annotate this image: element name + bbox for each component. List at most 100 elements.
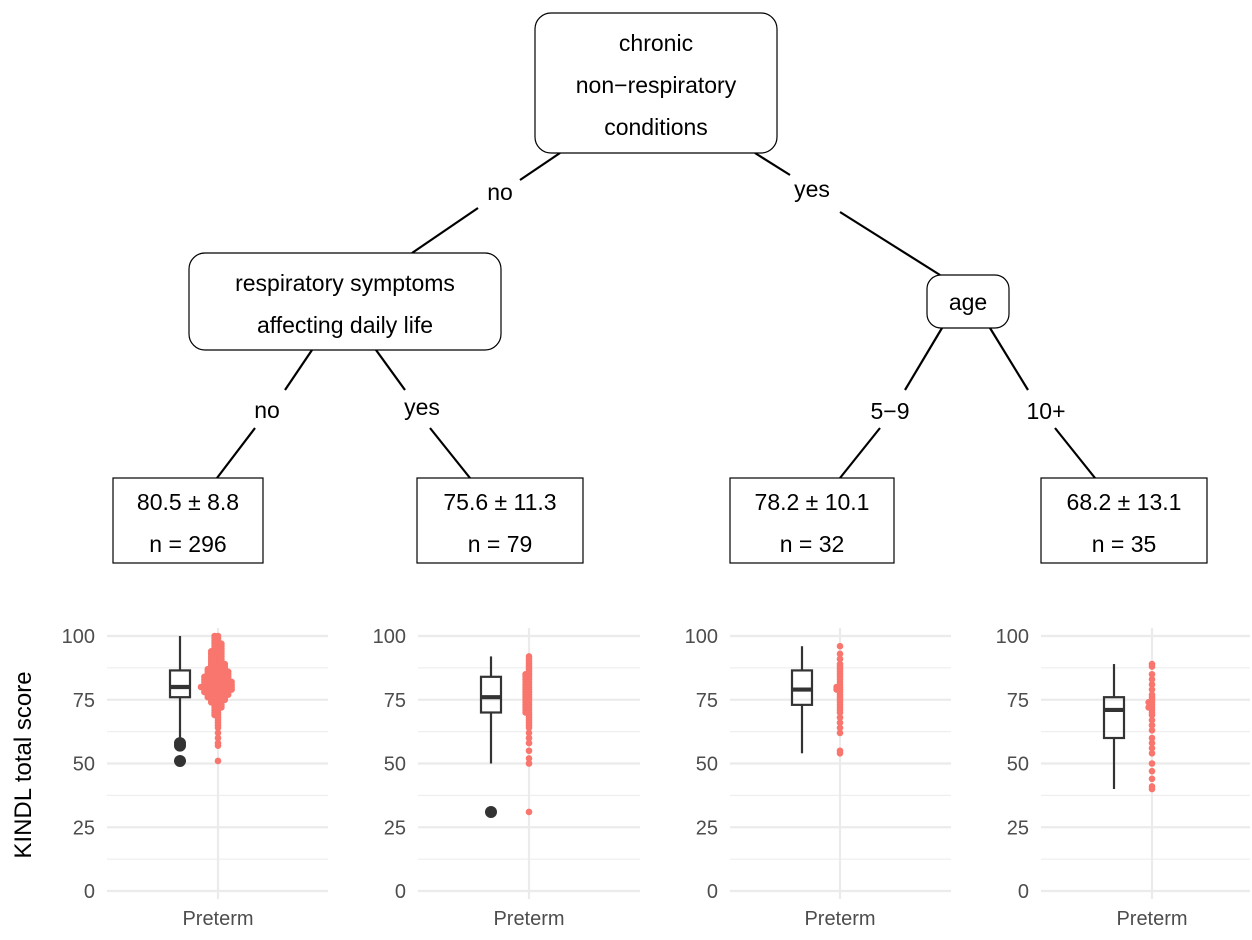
data-point [214, 742, 222, 749]
respiratory-symptoms-node-box [188, 252, 502, 351]
edge-label-age-5-9: 5−9 [870, 398, 909, 424]
data-point [1148, 727, 1156, 734]
data-point [1148, 663, 1156, 670]
box-iqr [168, 669, 192, 699]
y-tick-label: 50 [1007, 754, 1029, 776]
edge-label-left-no: no [254, 397, 280, 423]
data-point [836, 709, 844, 716]
panel-4: 0 25 50 75 100 Preterm [996, 626, 1250, 930]
y-tick-label: 0 [84, 881, 95, 903]
data-point [525, 734, 533, 742]
data-point [525, 747, 533, 755]
age-node-box [926, 274, 1010, 329]
data-point [1148, 785, 1156, 793]
tree-edges [216, 152, 1096, 479]
data-point [1148, 716, 1156, 724]
y-tick-label: 25 [1007, 817, 1029, 839]
edge-label-left-yes: yes [404, 394, 440, 420]
y-tick-label: 25 [73, 817, 95, 839]
data-point [214, 734, 222, 742]
edge-left-left-lower [216, 427, 256, 479]
data-point [1148, 686, 1156, 693]
leaf-node-4: 68.2 ± 13.1 n = 35 [1040, 477, 1208, 564]
panel-3: 0 25 50 75 100 Preterm [685, 626, 951, 930]
edge-root-left-upper [519, 152, 561, 181]
data-point [1148, 676, 1156, 683]
data-point [525, 739, 533, 747]
leaf-node-1-n: n = 296 [149, 531, 226, 557]
y-axis-title: KINDL total score [10, 671, 37, 858]
data-point [1148, 744, 1156, 752]
edge-right-right-lower [1054, 427, 1096, 479]
data-point [525, 729, 533, 737]
data-point [214, 757, 222, 765]
leaf-node-2-n: n = 79 [468, 531, 533, 557]
box-outlier [485, 805, 497, 818]
edge-root-right-lower [839, 211, 941, 276]
x-tick-label: Preterm [182, 908, 253, 930]
leaf-node-3-box [729, 477, 895, 564]
respiratory-symptoms-line-2: affecting daily life [257, 312, 433, 338]
leaf-node-3: 78.2 ± 10.1 n = 32 [729, 477, 895, 564]
data-point [836, 729, 844, 737]
edge-root-right-upper [754, 152, 791, 176]
leaf-node-2: 75.6 ± 11.3 n = 79 [416, 477, 584, 564]
edge-left-right-lower [429, 427, 471, 479]
edge-label-root-no: no [487, 179, 513, 205]
leaf-node-2-box [416, 477, 584, 564]
y-tick-label: 75 [696, 690, 718, 712]
x-tick-label: Preterm [493, 908, 564, 930]
data-point [1148, 734, 1156, 742]
data-point [836, 750, 844, 757]
leaf-node-4-n: n = 35 [1092, 531, 1157, 557]
leaf-node-2-stat: 75.6 ± 11.3 [443, 489, 556, 515]
edge-left-left-upper [284, 349, 313, 391]
data-point [836, 724, 844, 732]
data-point [525, 755, 533, 762]
data-point [214, 724, 222, 732]
box-iqr [1102, 696, 1126, 740]
x-tick-label: Preterm [1116, 908, 1187, 930]
data-point [1148, 739, 1156, 747]
x-tick-label: Preterm [804, 908, 875, 930]
edge-root-left-lower [411, 207, 479, 254]
y-tick-label: 100 [373, 626, 406, 648]
y-tick-label: 100 [685, 626, 718, 648]
data-point [836, 642, 844, 650]
box-plot-panels: 0 25 50 75 100 Preterm 0 25 50 75 100 Preterm 0 25 50 7… [62, 626, 1250, 930]
y-tick-label: 25 [696, 817, 718, 839]
leaf-node-1-stat: 80.5 ± 8.8 [137, 489, 239, 515]
data-point [1148, 775, 1156, 783]
respiratory-symptoms-line-1: respiratory symptoms [235, 270, 455, 296]
root-node: chronic non−respiratory conditions [534, 12, 778, 154]
y-tick-label: 50 [696, 754, 718, 776]
data-point [1148, 681, 1156, 688]
y-tick-label: 50 [384, 754, 406, 776]
respiratory-symptoms-node: respiratory symptoms affecting daily lif… [188, 252, 502, 351]
root-node-line-2: non−respiratory [576, 72, 737, 98]
edge-label-root-yes: yes [794, 176, 830, 202]
data-point [836, 655, 844, 663]
data-point [1148, 670, 1156, 678]
edge-right-right-upper [989, 327, 1029, 391]
y-tick-label: 0 [707, 881, 718, 903]
leaf-node-1-box [112, 477, 264, 564]
y-tick-label: 50 [73, 754, 95, 776]
edge-left-right-upper [375, 349, 406, 391]
leaf-node-4-stat: 68.2 ± 13.1 [1067, 489, 1182, 515]
data-point [525, 724, 533, 732]
data-point [836, 714, 844, 721]
leaf-node-3-n: n = 32 [780, 531, 845, 557]
data-point [1148, 760, 1156, 767]
y-tick-label: 75 [384, 690, 406, 712]
y-tick-label: 75 [1007, 690, 1029, 712]
data-point [214, 729, 222, 737]
leaf-node-3-stat: 78.2 ± 10.1 [755, 489, 870, 515]
edge-label-age-10plus: 10+ [1026, 398, 1065, 424]
y-tick-label: 100 [996, 626, 1029, 648]
data-point [1148, 767, 1156, 775]
age-node: age [926, 274, 1010, 329]
root-node-line-1: chronic [619, 30, 693, 56]
panel-2: 0 25 50 75 100 Preterm [373, 626, 640, 930]
y-tick-label: 0 [1018, 881, 1029, 903]
